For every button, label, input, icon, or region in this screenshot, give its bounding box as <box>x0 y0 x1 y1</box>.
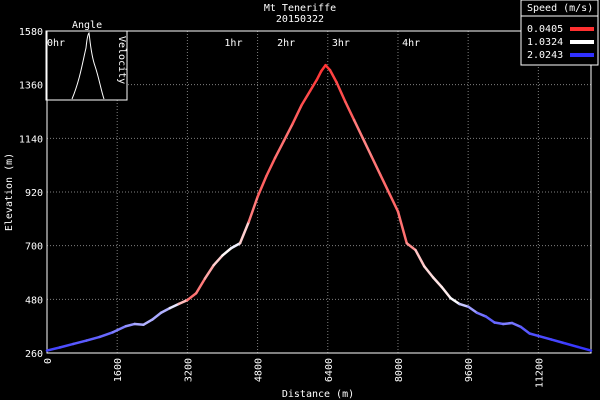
y-axis-label: Elevation (m) <box>4 153 15 231</box>
elevation-segment <box>258 176 267 197</box>
y-tick-label: 1360 <box>19 81 43 92</box>
elevation-series <box>47 65 591 350</box>
elevation-segment <box>170 304 179 308</box>
legend: Speed (m/s) 0.0405 1.0324 2.0243 <box>521 0 598 65</box>
elevation-segment <box>503 323 512 324</box>
elevation-segment <box>113 326 126 332</box>
time-tick-label: 3hr <box>332 38 350 49</box>
inset-left-label: Angle <box>72 20 102 31</box>
x-tick-label: 0 <box>43 358 54 364</box>
elevation-segment <box>380 175 389 193</box>
elevation-segment <box>47 347 60 350</box>
legend-title: Speed (m/s) <box>527 3 593 14</box>
elevation-segment <box>152 313 161 320</box>
elevation-segment <box>433 277 442 287</box>
elevation-segment <box>240 222 249 243</box>
grid <box>47 31 591 353</box>
elevation-segment <box>468 307 477 313</box>
y-tick-label: 1580 <box>19 27 43 38</box>
elevation-segment <box>73 341 86 344</box>
legend-entry-label: 1.0324 <box>527 37 563 48</box>
elevation-segment <box>416 250 425 266</box>
elevation-segment <box>512 323 521 327</box>
y-tick-label: 480 <box>25 295 43 306</box>
time-tick-label: 0hr <box>47 38 65 49</box>
elevation-segment <box>301 91 310 106</box>
elevation-segment <box>310 80 317 91</box>
elevation-segment <box>126 324 135 326</box>
elevation-segment <box>477 313 486 317</box>
x-tick-label: 11200 <box>534 358 545 388</box>
y-tick-label: 920 <box>25 188 43 199</box>
legend-entry-label: 0.0405 <box>527 24 563 35</box>
time-tick-label: 1hr <box>224 38 242 49</box>
time-tick-label: 4hr <box>402 38 420 49</box>
legend-swatch <box>570 27 594 31</box>
elevation-segment <box>266 158 275 176</box>
elevation-segment <box>398 212 407 244</box>
elevation-segment <box>565 343 578 347</box>
elevation-segment <box>354 120 363 138</box>
elevation-segment <box>459 304 468 307</box>
elevation-segment <box>330 70 337 82</box>
elevation-segment <box>538 336 551 340</box>
x-tick-label: 9600 <box>464 358 475 382</box>
x-tick-label: 6400 <box>324 358 335 382</box>
elevation-segment <box>231 243 240 248</box>
elevation-segment <box>345 102 354 120</box>
elevation-segment <box>196 279 205 294</box>
legend-swatch <box>570 40 594 44</box>
elevation-segment <box>275 141 284 158</box>
elevation-segment <box>389 193 398 211</box>
legend-entry-label: 2.0243 <box>527 50 563 61</box>
elevation-segment <box>578 347 591 351</box>
elevation-segment <box>135 324 144 325</box>
chart-subtitle: 20150322 <box>276 14 324 25</box>
inset-right-label: Velocity <box>116 36 127 84</box>
elevation-segment <box>530 333 539 335</box>
elevation-segment <box>205 265 214 278</box>
elevation-segment <box>144 320 153 325</box>
elevation-segment <box>486 316 495 322</box>
elevation-segment <box>372 157 381 175</box>
x-tick-label: 8000 <box>394 358 405 382</box>
elevation-segment <box>521 327 530 334</box>
chart-title: Mt Teneriffe <box>264 3 336 14</box>
elevation-segment <box>100 332 113 337</box>
elevation-segment <box>249 197 258 222</box>
elevation-segment <box>293 105 302 123</box>
x-tick-label: 3200 <box>183 358 194 382</box>
legend-swatch <box>570 53 594 57</box>
elevation-segment <box>442 287 451 298</box>
elevation-segment <box>552 340 565 344</box>
elevation-segment <box>86 337 99 341</box>
y-tick-label: 1140 <box>19 134 43 145</box>
y-tick-label: 700 <box>25 242 43 253</box>
x-axis-label: Distance (m) <box>282 389 354 400</box>
inset-plot: Angle Velocity <box>46 20 127 100</box>
elevation-segment <box>222 248 231 255</box>
elevation-segment <box>161 308 170 313</box>
elevation-segment <box>424 266 433 277</box>
time-tick-label: 2hr <box>277 38 295 49</box>
x-tick-label: 4800 <box>254 358 265 382</box>
elevation-segment <box>363 138 372 156</box>
x-tick-label: 1600 <box>113 358 124 382</box>
y-tick-label: 260 <box>25 349 43 360</box>
elevation-segment <box>284 124 293 141</box>
elevation-segment <box>60 344 73 347</box>
elevation-segment <box>407 243 416 250</box>
elevation-segment <box>214 255 223 265</box>
elevation-segment <box>494 323 503 324</box>
elevation-segment <box>317 71 321 80</box>
elevation-segment <box>179 300 188 304</box>
